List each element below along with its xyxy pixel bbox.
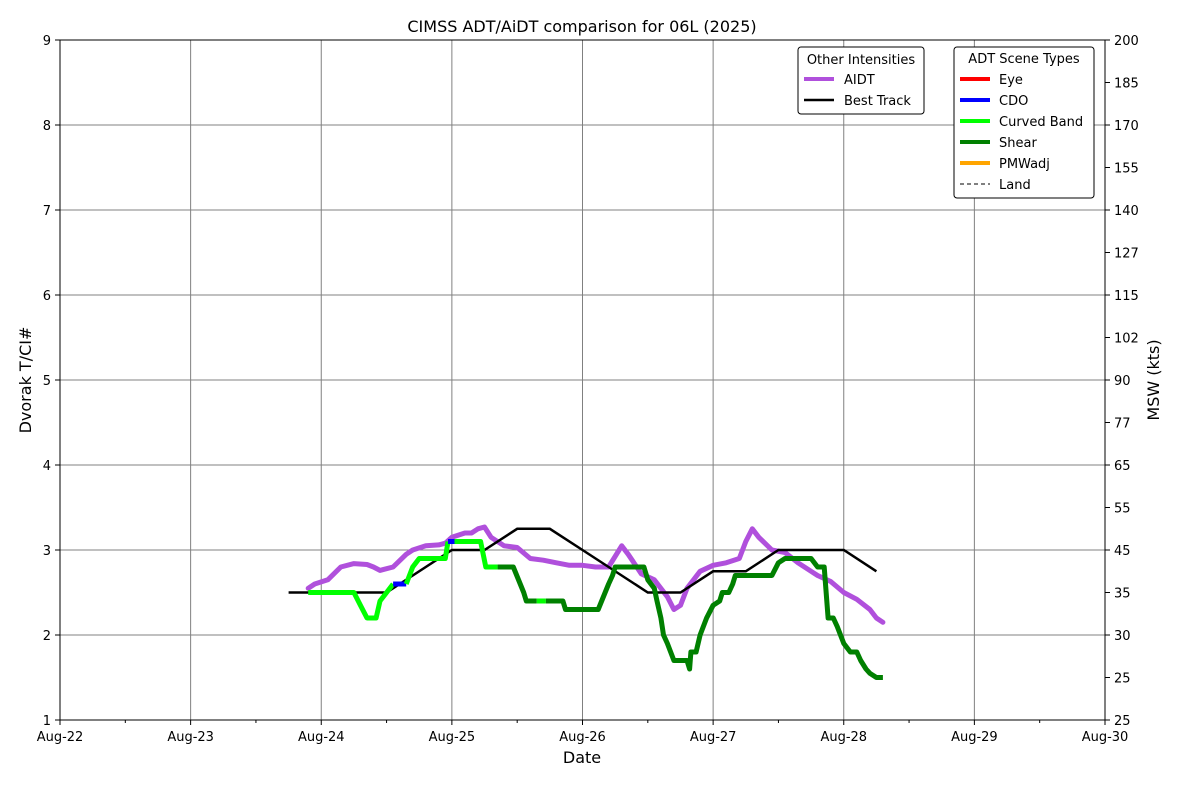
y2-tick-label: 90 xyxy=(1114,374,1131,389)
y-tick-label: 1 xyxy=(43,714,51,729)
y-tick-label: 7 xyxy=(43,204,51,219)
y-tick-label: 6 xyxy=(43,289,51,304)
legend-label-shear: Shear xyxy=(999,136,1037,151)
legend-label-cdo: CDO xyxy=(999,94,1028,109)
y2-tick-label: 140 xyxy=(1114,204,1139,219)
series-layer xyxy=(288,524,886,680)
x-tick-label: Aug-25 xyxy=(429,730,476,745)
x-tick-label: Aug-23 xyxy=(167,730,214,745)
y2-tick-label: 200 xyxy=(1114,34,1139,49)
y2-tick-label: 185 xyxy=(1114,77,1139,92)
legend-adt-scene-types: ADT Scene Types Eye CDO Curved Band Shea… xyxy=(953,46,1095,199)
chart-title: CIMSS ADT/AiDT comparison for 06L (2025) xyxy=(407,17,756,36)
y2-tick-label: 127 xyxy=(1114,247,1139,262)
y2-tick-label: 77 xyxy=(1114,417,1131,432)
y2-tick-label: 35 xyxy=(1114,587,1131,602)
y2-tick-label: 65 xyxy=(1114,459,1131,474)
x-tick-label: Aug-24 xyxy=(298,730,345,745)
x-tick-label: Aug-27 xyxy=(690,730,737,745)
legend-label-pmwadj: PMWadj xyxy=(999,157,1050,172)
legend-adt-box xyxy=(953,46,1095,199)
y-tick-label: 4 xyxy=(43,459,51,474)
legend-label-aidt: AIDT xyxy=(844,73,875,88)
x-tick-label: Aug-30 xyxy=(1082,730,1129,745)
y-tick-label: 2 xyxy=(43,629,51,644)
y-axis-label: Dvorak T/CI# xyxy=(16,327,35,434)
axes: Aug-22 Aug-23 Aug-24 Aug-25 Aug-26 Aug-27 Aug-… xyxy=(37,34,1139,745)
aidt-line xyxy=(305,524,886,625)
y2-tick-label: 45 xyxy=(1114,544,1131,559)
legend-adt-title: ADT Scene Types xyxy=(968,52,1080,67)
y-tick-label: 9 xyxy=(43,34,51,49)
legend-label-eye: Eye xyxy=(999,73,1023,88)
y-tick-label: 3 xyxy=(43,544,51,559)
y2-tick-label: 102 xyxy=(1114,332,1139,347)
legend-other-title: Other Intensities xyxy=(807,53,916,68)
adt-segment-curved-band xyxy=(403,541,451,585)
y2-axis-label: MSW (kts) xyxy=(1144,339,1163,420)
y2-tick-label: 170 xyxy=(1114,119,1139,134)
x-tick-label: Aug-22 xyxy=(37,730,84,745)
y2-tick-label: 25 xyxy=(1114,672,1131,687)
legend-label-land: Land xyxy=(999,178,1031,193)
y2-tick-label: 30 xyxy=(1114,629,1131,644)
x-tick-label: Aug-26 xyxy=(559,730,606,745)
adt-segment-curved-band xyxy=(454,539,498,570)
legend-other-intensities: Other Intensities AIDT Best Track xyxy=(797,46,925,115)
grid xyxy=(60,40,1105,720)
y2-tick-label: 25 xyxy=(1114,714,1131,729)
y2-tick-label: 115 xyxy=(1114,289,1139,304)
legend-label-curved-band: Curved Band xyxy=(999,115,1083,130)
y-tick-label: 8 xyxy=(43,119,51,134)
y2-tick-label: 55 xyxy=(1114,502,1131,517)
legend-other-box xyxy=(797,46,925,115)
adt-segment-curved-band xyxy=(308,582,396,621)
legend-label-best-track: Best Track xyxy=(844,94,911,109)
x-tick-label: Aug-28 xyxy=(820,730,867,745)
y2-tick-label: 155 xyxy=(1114,162,1139,177)
adt-segment-shear xyxy=(497,564,537,604)
y-tick-label: 5 xyxy=(43,374,51,389)
x-axis-label: Date xyxy=(563,748,601,767)
adt-segment-shear xyxy=(545,556,883,680)
x-tick-label: Aug-29 xyxy=(951,730,998,745)
